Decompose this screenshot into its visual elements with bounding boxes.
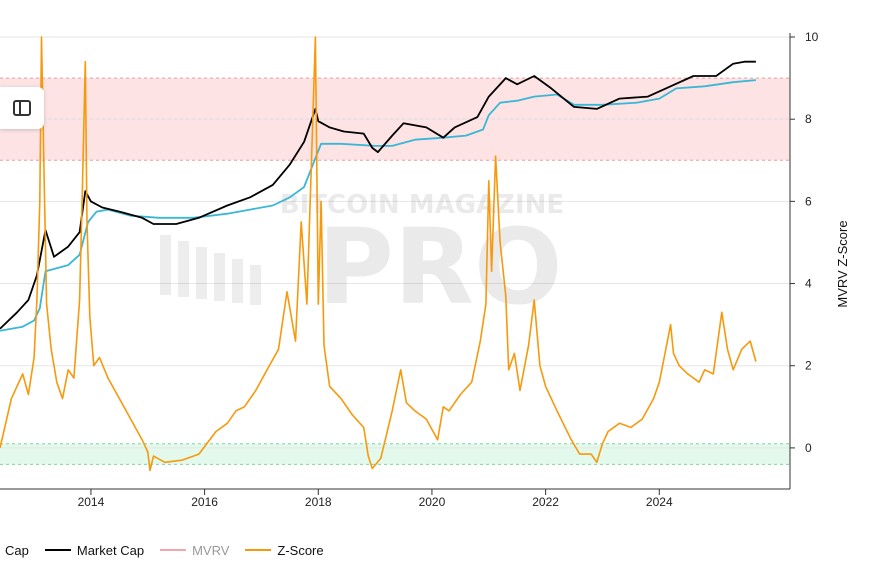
watermark-logo-bar — [232, 259, 243, 303]
series-line-cap — [0, 79, 756, 332]
legend-label: Cap — [5, 542, 29, 558]
legend-label: Z-Score — [277, 542, 324, 558]
y-tick-label: 10 — [805, 30, 819, 44]
watermark-logo-bar — [250, 265, 261, 305]
legend-item-market-cap[interactable]: Market Cap — [44, 542, 145, 558]
legend-swatch — [44, 549, 71, 551]
x-tick-label: 2016 — [191, 495, 218, 509]
x-tick-label: 2018 — [305, 495, 332, 509]
legend-label: Market Cap — [76, 542, 145, 558]
legend-item-cap[interactable]: Cap — [5, 543, 29, 558]
y-tick-label: 0 — [805, 441, 812, 455]
watermark-logo-bar — [178, 241, 189, 297]
y-tick-label: 6 — [805, 194, 812, 208]
legend-swatch — [160, 549, 187, 551]
y-axis-title: MVRV Z-Score — [835, 220, 850, 307]
y-tick-label: 4 — [805, 277, 812, 291]
watermark-top-text: BITCOIN MAGAZINE — [280, 190, 564, 220]
y-tick-label: 8 — [805, 112, 812, 126]
sidebar-toggle-icon — [13, 100, 31, 116]
watermark-logo-bar — [160, 235, 171, 295]
x-tick-label: 2020 — [419, 495, 446, 509]
legend: Cap Market Cap MVRV Z-Score — [0, 541, 340, 559]
legend-item-z-score[interactable]: Z-Score — [245, 542, 324, 558]
sidebar-toggle-button[interactable] — [0, 87, 44, 129]
legend-item-mvrv[interactable]: MVRV — [160, 543, 229, 558]
x-tick-label: 2024 — [646, 495, 673, 509]
zone-undervalued — [0, 443, 790, 465]
watermark-big-text: PRO — [318, 206, 563, 328]
series-line-z-score — [0, 36, 757, 472]
watermark-logo-bar — [214, 253, 225, 301]
y-tick-label: 2 — [805, 359, 812, 373]
x-tick-label: 2014 — [78, 495, 105, 509]
x-tick-label: 2022 — [532, 495, 559, 509]
watermark-logo-bar — [196, 247, 207, 299]
legend-swatch — [245, 549, 272, 551]
legend-label: MVRV — [192, 542, 230, 558]
series-line-market-cap — [0, 60, 756, 330]
